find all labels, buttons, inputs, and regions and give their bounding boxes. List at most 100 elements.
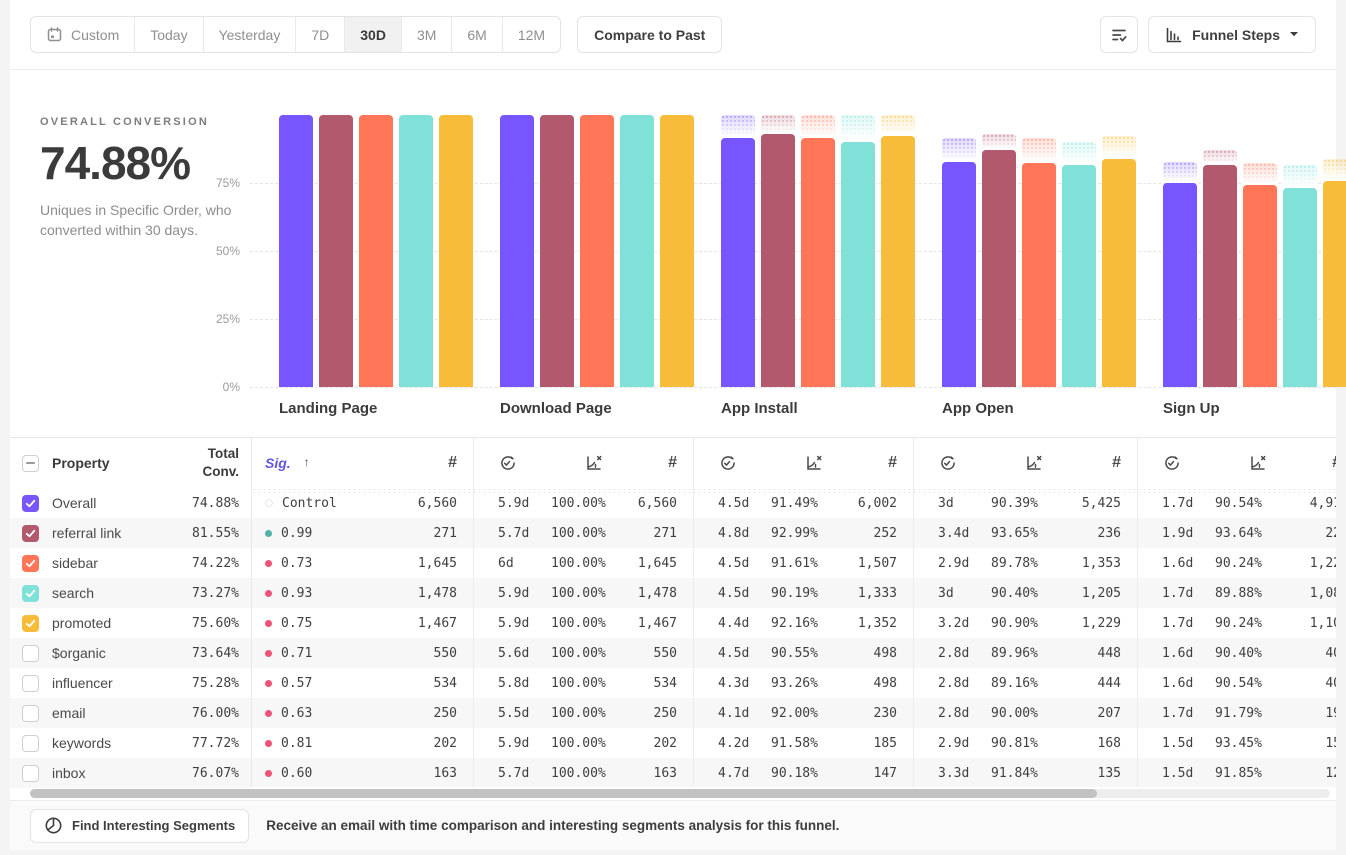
property-column-header[interactable]: Property bbox=[52, 455, 110, 471]
stopwatch-check-icon[interactable] bbox=[718, 454, 771, 472]
row-checkbox[interactable] bbox=[22, 494, 39, 512]
y-axis-tick: 0% bbox=[222, 380, 240, 394]
row-checkbox[interactable] bbox=[22, 674, 39, 692]
count-column-header[interactable]: # bbox=[888, 454, 897, 471]
step-cell-group: 6d 100.00% 1,645 bbox=[473, 548, 693, 578]
horizontal-scrollbar[interactable] bbox=[30, 789, 1330, 798]
funnel-bar[interactable] bbox=[620, 115, 654, 387]
step-cell-group: 1.7d 90.54% 4,91 bbox=[1137, 488, 1336, 518]
row-checkbox[interactable] bbox=[22, 644, 39, 662]
funnel-bar[interactable] bbox=[1163, 183, 1197, 387]
step-count: 4,91 bbox=[1309, 495, 1336, 511]
time-to-convert: 2.9d bbox=[938, 735, 970, 751]
count-column-header[interactable]: # bbox=[1112, 454, 1121, 471]
funnel-bar[interactable] bbox=[881, 136, 915, 387]
funnel-bar[interactable] bbox=[660, 115, 694, 387]
funnel-bar[interactable] bbox=[1102, 159, 1136, 387]
total-conv-value: 74.22% bbox=[192, 555, 239, 571]
funnel-bar[interactable] bbox=[1203, 165, 1237, 387]
select-all-checkbox[interactable] bbox=[22, 454, 39, 472]
funnel-bar[interactable] bbox=[439, 115, 473, 387]
conversion-rate: 100.00% bbox=[551, 645, 606, 661]
chart-x-icon[interactable] bbox=[991, 454, 1077, 472]
stopwatch-check-icon[interactable] bbox=[498, 454, 551, 472]
row-checkbox[interactable] bbox=[22, 584, 39, 602]
range-custom[interactable]: Custom bbox=[31, 17, 136, 52]
funnel-bar[interactable] bbox=[1022, 163, 1056, 387]
step-count: 498 bbox=[873, 675, 897, 691]
significance-dot bbox=[265, 709, 272, 717]
time-to-convert: 1.5d bbox=[1162, 765, 1194, 781]
table-left-header: Property Total Conv. bbox=[10, 438, 251, 488]
table-row-influencer: influencer 75.28% bbox=[10, 668, 251, 698]
count-column-header[interactable]: # bbox=[1301, 454, 1336, 472]
conversion-rate: 91.84% bbox=[991, 765, 1038, 781]
time-to-convert: 3d bbox=[938, 495, 954, 511]
count-column-header[interactable]: # bbox=[668, 454, 677, 471]
funnel-bar[interactable] bbox=[540, 115, 574, 387]
significance-dot bbox=[265, 589, 272, 597]
conversion-rate: 89.88% bbox=[1215, 585, 1262, 601]
funnel-bar[interactable] bbox=[801, 137, 835, 387]
list-check-button[interactable] bbox=[1100, 16, 1139, 53]
conversion-rate: 100.00% bbox=[551, 765, 606, 781]
range-today[interactable]: Today bbox=[135, 17, 204, 52]
step-count: 271 bbox=[433, 525, 457, 541]
funnel-bar[interactable] bbox=[359, 115, 393, 387]
stopwatch-check-icon[interactable] bbox=[938, 454, 991, 472]
range-6m[interactable]: 6M bbox=[452, 17, 503, 52]
funnel-bar[interactable] bbox=[319, 115, 353, 387]
calendar-icon bbox=[46, 26, 63, 43]
row-checkbox[interactable] bbox=[22, 704, 39, 722]
step-count: 448 bbox=[1097, 645, 1121, 661]
property-name: search bbox=[52, 585, 95, 601]
sig-value: 0.63 bbox=[281, 705, 313, 721]
funnel-bar[interactable] bbox=[1243, 185, 1277, 387]
funnel-bar[interactable] bbox=[761, 134, 795, 387]
range-7d[interactable]: 7D bbox=[296, 17, 346, 52]
funnel-bar[interactable] bbox=[1062, 165, 1096, 387]
range-yesterday[interactable]: Yesterday bbox=[204, 17, 297, 52]
step-count: 6,560 bbox=[637, 495, 677, 511]
funnel-bar[interactable] bbox=[841, 141, 875, 387]
stopwatch-check-icon[interactable] bbox=[1162, 454, 1215, 472]
count-column-header[interactable]: # bbox=[448, 454, 457, 471]
chart-x-icon[interactable] bbox=[771, 454, 857, 472]
find-interesting-segments-button[interactable]: Find Interesting Segments bbox=[30, 808, 250, 843]
funnel-bar[interactable] bbox=[942, 162, 976, 387]
funnel-bar[interactable] bbox=[580, 115, 614, 387]
range-12m[interactable]: 12M bbox=[503, 17, 560, 52]
conversion-rate: 92.99% bbox=[771, 525, 818, 541]
funnel-bar[interactable] bbox=[1323, 181, 1346, 387]
chart-x-icon[interactable] bbox=[1215, 454, 1301, 472]
table-row-data: 0.71 550 5.6d 100.00% 550 4.5d 90.55% 49… bbox=[252, 638, 1336, 668]
conversion-rate: 90.54% bbox=[1215, 495, 1262, 511]
range-3m[interactable]: 3M bbox=[402, 17, 453, 52]
significance-dot bbox=[265, 559, 272, 567]
bar-group-download-page bbox=[500, 115, 694, 387]
compare-to-past-button[interactable]: Compare to Past bbox=[577, 16, 723, 53]
view-selector-button[interactable]: Funnel Steps bbox=[1148, 16, 1316, 53]
range-30d[interactable]: 30D bbox=[345, 17, 402, 52]
step-count: 230 bbox=[873, 705, 897, 721]
total-conv-column-header[interactable]: Total Conv. bbox=[202, 446, 240, 479]
funnel-bar[interactable] bbox=[279, 115, 313, 387]
sig-column-header[interactable]: Sig. ↑ bbox=[265, 455, 310, 471]
row-checkbox[interactable] bbox=[22, 764, 39, 782]
table-row-promoted: promoted 75.60% bbox=[10, 608, 251, 638]
row-checkbox[interactable] bbox=[22, 614, 39, 632]
funnel-bar[interactable] bbox=[500, 115, 534, 387]
row-checkbox[interactable] bbox=[22, 554, 39, 572]
step-cell-group: 5.9d 100.00% 202 bbox=[473, 728, 693, 758]
chart-x-icon[interactable] bbox=[551, 454, 637, 472]
range-label: 12M bbox=[517, 26, 546, 43]
step-cell-group: 5.6d 100.00% 550 bbox=[473, 638, 693, 668]
scrollbar-thumb[interactable] bbox=[30, 789, 1097, 798]
funnel-bar[interactable] bbox=[721, 138, 755, 387]
funnel-bar[interactable] bbox=[1283, 187, 1317, 387]
funnel-bar[interactable] bbox=[982, 150, 1016, 387]
row-checkbox[interactable] bbox=[22, 524, 39, 542]
row-checkbox[interactable] bbox=[22, 734, 39, 752]
bar-group-app-install bbox=[721, 115, 915, 387]
funnel-bar[interactable] bbox=[399, 115, 433, 387]
